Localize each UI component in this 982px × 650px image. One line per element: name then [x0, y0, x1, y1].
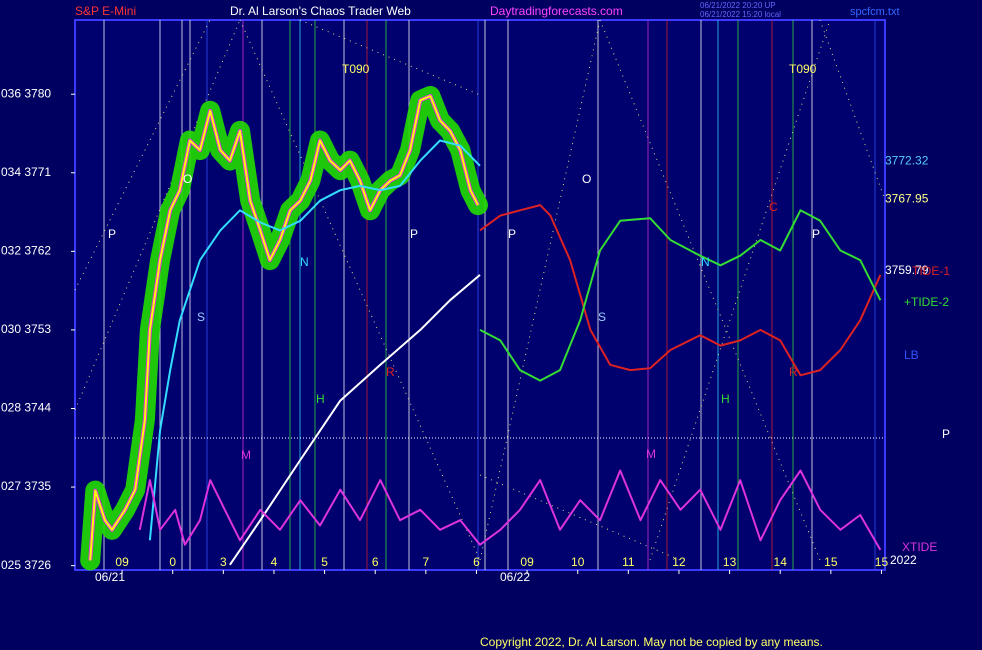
copyright: Copyright 2022, Dr. Al Larson. May not b…	[480, 635, 823, 649]
annotation: P	[812, 227, 820, 241]
y-tick-label: 036 3780	[1, 86, 51, 100]
series-line	[479, 204, 882, 377]
annotation: P	[410, 227, 418, 241]
decorations	[74, 19, 886, 570]
side-label: XTIDE	[902, 540, 937, 554]
annotation: R	[789, 365, 798, 379]
dotted-guide	[479, 19, 601, 561]
file-name: spcfcm.txt	[850, 6, 900, 18]
y-tick-label: 034 3771	[1, 165, 51, 179]
y-tick-label: 032 3762	[1, 244, 51, 258]
annotation: T090	[342, 62, 370, 76]
x-tick-label: 3	[220, 555, 227, 569]
annotation: P	[108, 227, 116, 241]
y-tick-label: 028 3744	[1, 401, 51, 415]
series-line	[89, 95, 479, 561]
date-label: 06/21	[95, 570, 125, 584]
dotted-guide	[74, 19, 211, 291]
side-label: TIDE-1	[912, 264, 950, 278]
x-tick-label: 14	[774, 555, 788, 569]
x-tick-label: 7	[422, 555, 429, 569]
x-tick-label: 13	[723, 555, 737, 569]
site: Daytradingforecasts.com	[490, 4, 623, 18]
series-line	[229, 274, 481, 566]
side-label: LB	[904, 348, 919, 362]
x-tick-label: 15	[824, 555, 838, 569]
dotted-guide	[239, 19, 481, 561]
price-label: 3772.32	[885, 153, 929, 167]
annotation: N	[701, 255, 710, 269]
annotation: O	[183, 172, 192, 186]
year: 2022	[890, 553, 917, 567]
dotted-guide	[299, 19, 481, 96]
annotation: T090	[789, 62, 817, 76]
x-tick-label: 5	[321, 555, 328, 569]
price-label: 3767.95	[885, 192, 929, 206]
annotation: H	[721, 392, 730, 406]
series-line	[138, 469, 882, 551]
annotation: N	[300, 255, 309, 269]
x-tick-label: 6	[372, 555, 379, 569]
annotation: S	[197, 310, 205, 324]
annotation: S	[598, 310, 606, 324]
annotation: R	[386, 365, 395, 379]
y-tick-label: 025 3726	[1, 558, 51, 572]
x-tick-label: 0	[169, 555, 176, 569]
stamp: 06/21/2022 15:20 local	[700, 10, 781, 19]
x-tick-label: 6	[473, 555, 480, 569]
series-line	[148, 139, 481, 541]
dotted-guide	[479, 474, 681, 561]
y-tick-label: 030 3753	[1, 322, 51, 336]
side-label: P	[942, 427, 950, 441]
annotation: M	[241, 448, 251, 462]
dotted-guide	[649, 19, 831, 561]
x-tick-label: 11	[622, 555, 635, 569]
price-label: 3759.79	[885, 263, 929, 277]
annotation: C	[769, 200, 778, 214]
y-tick-label: 027 3735	[1, 479, 51, 493]
annotation: M	[646, 447, 656, 461]
annotation: O	[582, 172, 591, 186]
annotation: P	[508, 227, 516, 241]
series-line	[479, 209, 882, 382]
x-tick-label: 09	[115, 555, 129, 569]
symbol: S&P E-Mini	[75, 4, 136, 18]
x-tick-label: 4	[271, 555, 278, 569]
plot-area	[74, 19, 886, 571]
date-label: 06/22	[500, 570, 530, 584]
x-tick-label: 09	[520, 555, 534, 569]
side-label: +TIDE-2	[904, 295, 949, 309]
stamp: 06/21/2022 20:20 UP	[700, 1, 776, 10]
x-tick-label: 10	[571, 555, 585, 569]
annotation: H	[316, 392, 325, 406]
x-tick-label: 12	[672, 555, 686, 569]
chart-title: Dr. Al Larson's Chaos Trader Web	[230, 4, 411, 18]
x-tick-label: 15	[875, 555, 889, 569]
